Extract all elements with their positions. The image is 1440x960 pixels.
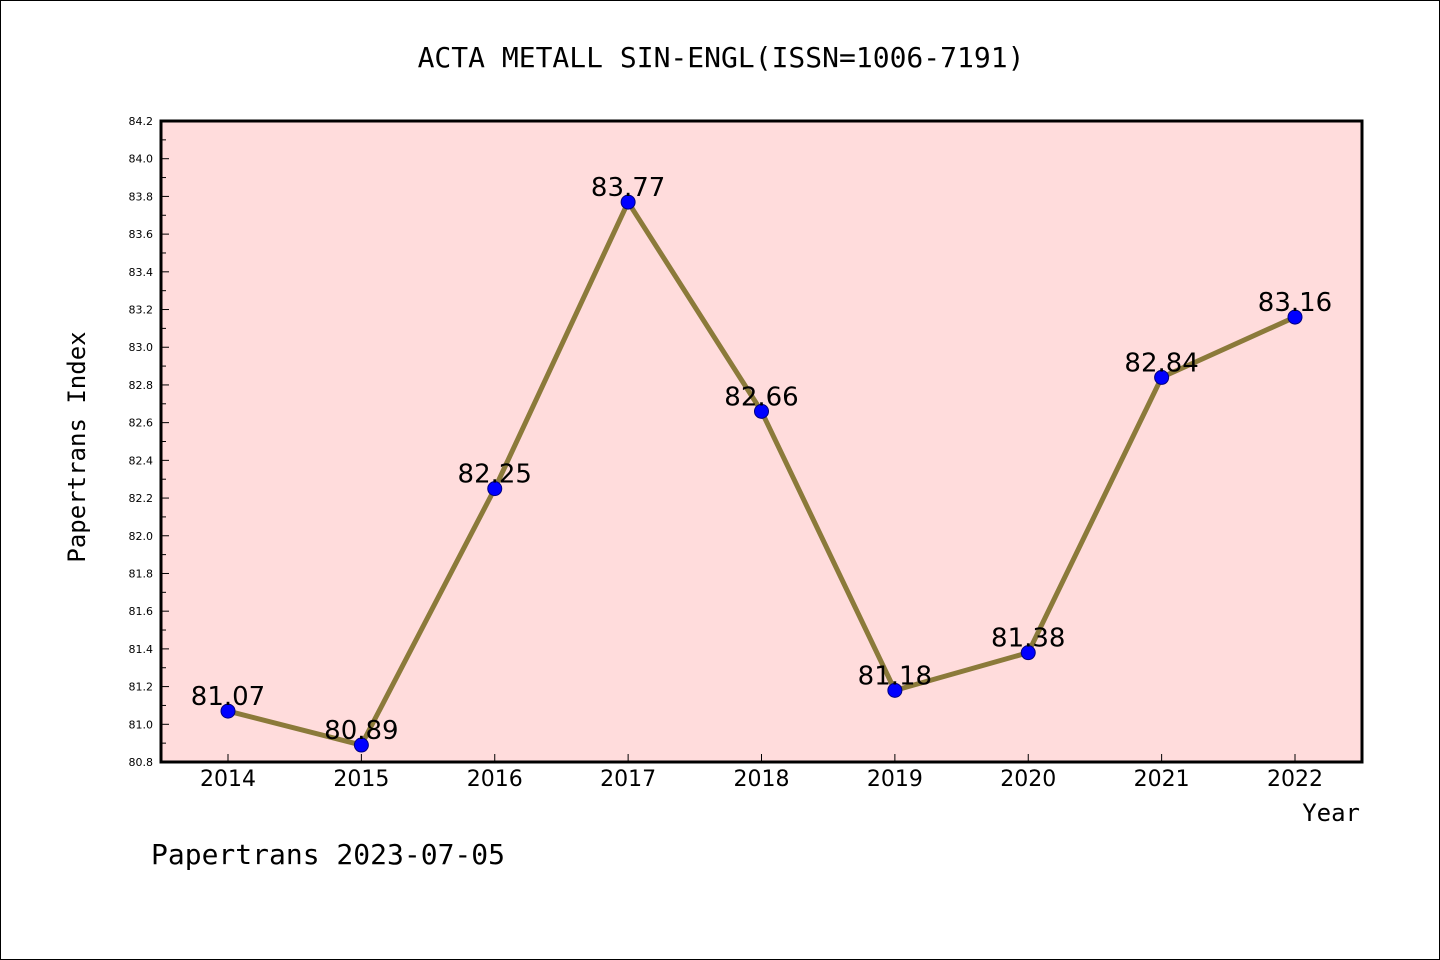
x-tick-label: 2019 [867,767,923,792]
x-tick-label: 2014 [200,767,256,792]
x-tick-label: 2016 [467,767,523,792]
data-point [220,703,236,719]
y-tick-label: 82.2 [129,492,154,505]
y-tick-label: 81.6 [129,605,154,618]
x-tick-label: 2022 [1267,767,1323,792]
chart-title: ACTA METALL SIN-ENGL(ISSN=1006-7191) [418,41,1025,74]
y-tick-label: 83.4 [129,266,154,279]
y-tick-label: 83.6 [129,228,154,241]
y-tick-label: 83.0 [129,341,154,354]
y-tick-label: 81.4 [129,643,154,656]
data-label: 82.66 [724,382,798,412]
y-tick-label: 84.0 [129,153,154,166]
x-tick-label: 2015 [333,767,389,792]
data-point [487,481,503,497]
y-axis-label: Papertrans Index [63,331,91,562]
x-tick-label: 2017 [600,767,656,792]
data-point [620,194,636,210]
x-axis: 2014 2015 2016 2017 2018 2019 2020 2021 2022 [200,754,1323,792]
data-point [1154,369,1170,385]
data-label: 80.89 [324,716,398,746]
data-label: 83.77 [591,173,665,203]
y-tick-label: 82.0 [129,530,154,543]
data-point [1287,309,1303,325]
data-point [1020,645,1036,661]
y-axis: 80.8 81.0 81.2 81.4 81.6 81.8 82.0 82.2 82.4 82.6… [129,115,169,769]
series-layer [220,194,1303,753]
data-point [754,403,769,419]
y-tick-label: 81.0 [129,718,154,731]
footer-text: Papertrans 2023-07-05 [151,838,505,871]
y-tick-label: 84.2 [129,115,154,128]
y-tick-label: 83.8 [129,190,154,203]
data-point [887,682,903,698]
y-tick-label: 80.8 [129,756,154,769]
y-tick-label: 81.2 [129,681,154,694]
data-labels: 81.07 80.89 82.25 83.77 82.66 81.18 81.38 82.84… [191,173,1332,746]
x-tick-label: 2020 [1000,767,1056,792]
data-label: 82.84 [1124,348,1198,378]
y-tick-label: 82.4 [129,454,154,467]
y-tick-label: 81.8 [129,567,154,580]
data-label: 81.07 [191,682,265,712]
y-tick-label: 82.8 [129,379,154,392]
data-label: 83.16 [1258,288,1332,318]
y-tick-label: 83.2 [129,304,154,317]
x-tick-label: 2021 [1134,767,1190,792]
data-point [353,737,369,753]
data-label: 82.25 [458,460,532,490]
x-tick-label: 2018 [734,767,790,792]
plot-area [159,119,1364,764]
data-label: 81.18 [858,661,932,691]
y-tick-label: 82.6 [129,417,154,430]
x-axis-label: Year [1302,799,1360,827]
data-label: 81.38 [991,624,1065,654]
